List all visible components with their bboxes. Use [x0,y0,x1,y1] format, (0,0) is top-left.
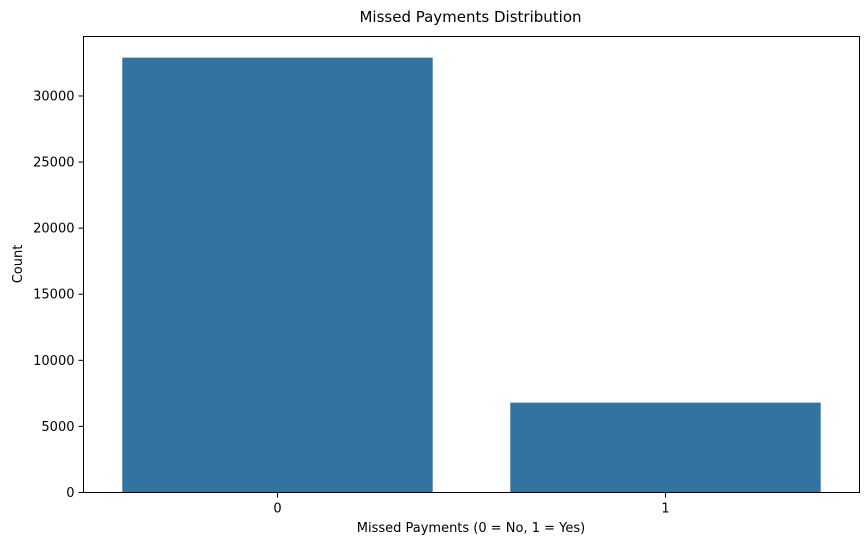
y-tick-label: 10000 [33,354,74,369]
plot-frame [83,36,860,493]
x-tick-label: 0 [273,502,281,517]
y-tick-label: 20000 [33,222,74,237]
bar-0 [122,57,433,493]
x-tick-label: 1 [661,502,669,517]
y-axis-title: Count [11,245,26,284]
bar-1 [510,402,821,493]
y-tick-label: 30000 [33,89,74,104]
chart-title: Missed Payments Distribution [359,8,581,26]
y-axis-ticks: 0 5000 10000 15000 20000 25000 30000 [33,89,84,501]
y-tick-label: 0 [66,486,74,501]
y-tick-label: 5000 [41,420,74,435]
y-tick-label: 15000 [33,288,74,303]
bar-group [122,57,821,493]
y-tick-label: 25000 [33,156,74,171]
x-axis-title: Missed Payments (0 = No, 1 = Yes) [357,521,586,536]
